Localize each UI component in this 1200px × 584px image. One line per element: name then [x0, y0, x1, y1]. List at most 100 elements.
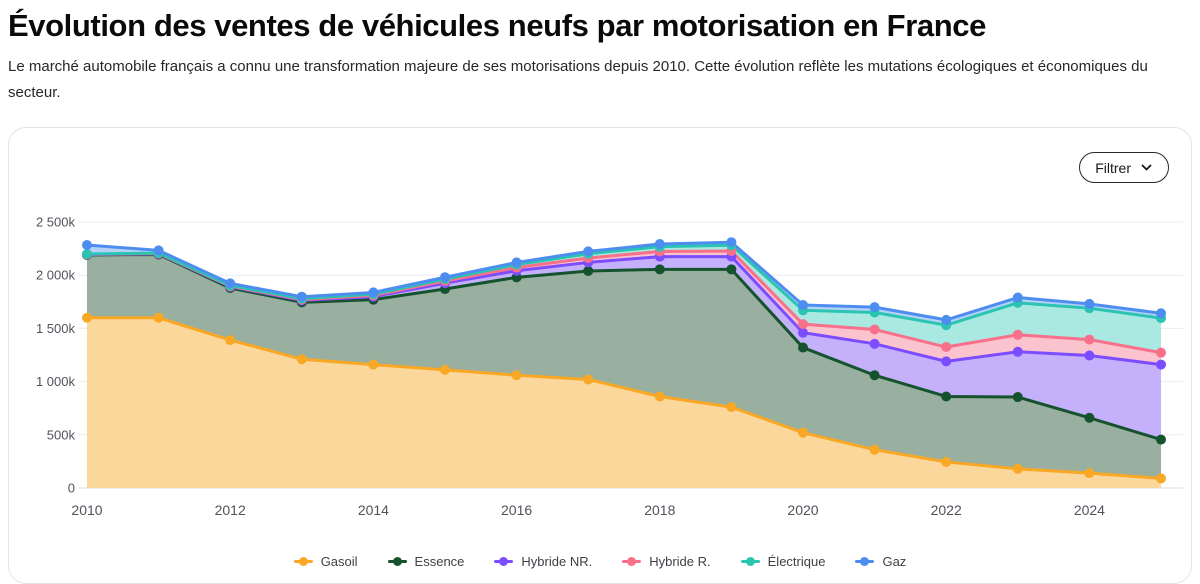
legend-label: Gasoil	[320, 554, 358, 569]
data-point-essence[interactable]	[583, 265, 594, 276]
legend-marker-dot	[298, 557, 308, 566]
data-point-gasoil[interactable]	[153, 312, 164, 323]
chart-area: 0 500k 1 000k 1 500k 2 000k 2 500k 2010 2012 201…	[9, 204, 1191, 534]
chart-card: Filtrer 0 500k 1 000k 1 500k 2 000k 2 500k 201…	[8, 127, 1192, 584]
data-point-hybride-nr[interactable]	[798, 327, 808, 338]
area-essence	[87, 254, 1161, 479]
legend-marker-dot	[627, 557, 637, 566]
legend-item-gasoil[interactable]: Gasoil	[293, 554, 358, 569]
data-point-gasoil[interactable]	[1156, 473, 1166, 484]
legend-item-hybride-r[interactable]: Hybride R.	[622, 554, 711, 569]
legend-marker-dot	[745, 557, 755, 566]
page-title: Évolution des ventes de véhicules neufs …	[8, 8, 986, 43]
line-electrique	[85, 243, 1163, 327]
data-point-hybride-r[interactable]	[1084, 334, 1095, 345]
legend-label: Essence	[414, 554, 465, 569]
data-point-gaz[interactable]	[869, 302, 880, 313]
y-tick-label: 500k	[47, 427, 76, 442]
data-point-essence[interactable]	[654, 264, 665, 275]
x-tick-label: 2010	[71, 502, 102, 518]
data-point-gaz[interactable]	[1156, 308, 1166, 319]
line-gaz	[85, 240, 1163, 322]
filter-button-label: Filtrer	[1095, 159, 1131, 176]
data-point-essence[interactable]	[1084, 412, 1095, 423]
data-point-gasoil[interactable]	[798, 427, 808, 438]
legend-marker-dot	[499, 557, 509, 566]
data-point-hybride-r[interactable]	[1012, 329, 1023, 340]
data-point-gasoil[interactable]	[941, 456, 952, 467]
data-point-gasoil[interactable]	[583, 374, 594, 385]
data-point-hybride-nr[interactable]	[1012, 346, 1023, 357]
data-point-gaz[interactable]	[225, 278, 236, 289]
data-point-gasoil[interactable]	[869, 444, 880, 455]
area-gasoil	[87, 317, 1161, 488]
data-point-hybride-nr[interactable]	[869, 338, 880, 349]
data-point-essence[interactable]	[798, 342, 808, 353]
x-tick-label: 2024	[1074, 502, 1105, 518]
data-point-gaz[interactable]	[440, 272, 450, 283]
data-point-gaz[interactable]	[941, 314, 952, 325]
data-point-gaz[interactable]	[511, 257, 522, 268]
data-point-gasoil[interactable]	[1084, 468, 1095, 479]
legend-item-electrique[interactable]: Électrique	[740, 554, 826, 569]
data-point-hybride-nr[interactable]	[941, 356, 952, 367]
data-point-gaz[interactable]	[82, 239, 92, 250]
data-point-gaz[interactable]	[1012, 292, 1023, 303]
data-point-hybride-r[interactable]	[869, 324, 880, 335]
x-tick-label: 2018	[644, 502, 675, 518]
legend-marker-gasoil	[293, 556, 313, 567]
data-point-essence[interactable]	[941, 391, 952, 402]
data-point-gasoil[interactable]	[225, 335, 236, 346]
data-point-hybride-r[interactable]	[1156, 347, 1166, 358]
line-essence	[85, 252, 1163, 442]
data-point-hybride-nr[interactable]	[1156, 359, 1166, 370]
legend-item-gaz[interactable]: Gaz	[855, 554, 906, 569]
legend-marker-gaz	[855, 556, 875, 567]
y-tick-label: 1 000k	[36, 374, 76, 389]
data-point-gasoil[interactable]	[440, 364, 450, 375]
data-point-hybride-r[interactable]	[941, 342, 952, 353]
data-point-gaz[interactable]	[1084, 298, 1095, 309]
filter-button[interactable]: Filtrer	[1079, 152, 1169, 183]
legend-item-essence[interactable]: Essence	[387, 554, 465, 569]
data-point-gasoil[interactable]	[511, 370, 522, 381]
y-tick-label: 1 500k	[36, 321, 76, 336]
data-point-gasoil[interactable]	[296, 354, 307, 365]
legend-item-hybride-nr[interactable]: Hybride NR.	[494, 554, 592, 569]
data-point-gasoil[interactable]	[368, 359, 379, 370]
data-point-gaz[interactable]	[296, 291, 307, 302]
legend-label: Hybride R.	[649, 554, 711, 569]
x-tick-label: 2012	[215, 502, 246, 518]
data-point-gaz[interactable]	[798, 299, 808, 310]
data-point-gasoil[interactable]	[1012, 463, 1023, 474]
data-point-gaz[interactable]	[583, 246, 594, 257]
data-point-gaz[interactable]	[726, 237, 737, 248]
data-point-gasoil[interactable]	[654, 391, 665, 402]
data-point-gasoil[interactable]	[82, 312, 92, 323]
legend-label: Hybride NR.	[521, 554, 593, 569]
x-tick-label: 2014	[358, 502, 389, 518]
data-point-gaz[interactable]	[153, 245, 164, 256]
data-point-hybride-r[interactable]	[798, 319, 808, 330]
data-point-electrique[interactable]	[82, 249, 92, 260]
chart-legend: Gasoil Essence Hybride NR. Hybride R. Électr…	[9, 554, 1191, 569]
data-point-essence[interactable]	[869, 370, 880, 381]
x-tick-label: 2016	[501, 502, 532, 518]
data-point-gaz[interactable]	[368, 287, 379, 298]
legend-marker-electrique	[740, 556, 760, 567]
line-gasoil	[85, 316, 1163, 480]
data-point-essence[interactable]	[1012, 392, 1023, 403]
data-point-essence[interactable]	[1156, 434, 1166, 445]
legend-marker-hybride-r	[622, 556, 642, 567]
legend-label: Électrique	[767, 554, 826, 569]
legend-marker-essence	[387, 556, 407, 567]
data-point-essence[interactable]	[726, 264, 737, 275]
y-tick-label: 2 000k	[36, 268, 76, 283]
data-point-gaz[interactable]	[654, 239, 665, 250]
data-point-hybride-nr[interactable]	[1084, 350, 1095, 361]
data-point-gasoil[interactable]	[726, 402, 737, 413]
legend-marker-hybride-nr	[494, 556, 514, 567]
page-subtitle: Le marché automobile français a connu un…	[8, 58, 1148, 101]
area-electrique	[87, 245, 1161, 353]
